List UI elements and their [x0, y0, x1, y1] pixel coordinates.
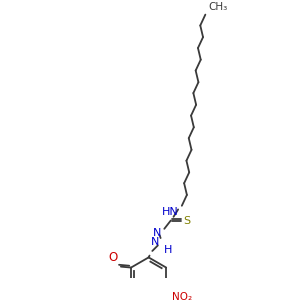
- Text: N: N: [153, 227, 161, 238]
- Text: S: S: [184, 215, 191, 226]
- Text: CH₃: CH₃: [208, 2, 227, 12]
- Text: H: H: [164, 245, 173, 255]
- Text: N: N: [151, 237, 160, 247]
- Text: HN: HN: [162, 207, 179, 217]
- Text: NO₂: NO₂: [172, 292, 192, 300]
- Text: O: O: [108, 251, 117, 264]
